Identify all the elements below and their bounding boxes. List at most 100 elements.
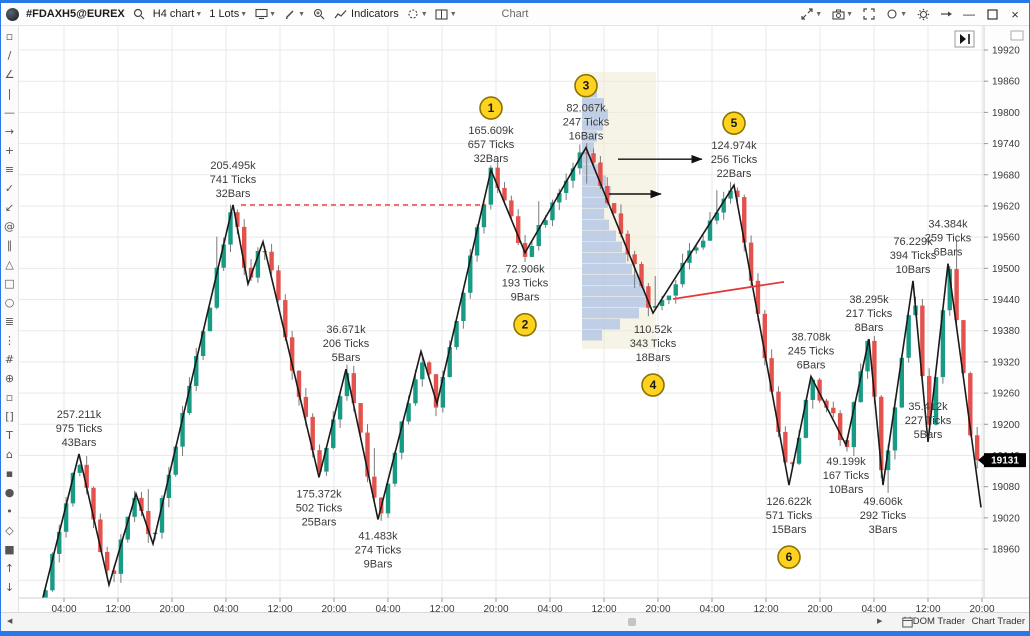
draw-tools-button[interactable]: ▼ xyxy=(283,7,305,21)
swing-label[interactable]: 657 Ticks xyxy=(468,139,515,151)
swing-label[interactable]: 32Bars xyxy=(474,153,509,165)
swing-label[interactable]: 43Bars xyxy=(62,437,97,449)
swing-label[interactable]: 32Bars xyxy=(216,188,251,200)
swing-label[interactable]: 38.708k xyxy=(791,331,831,343)
pin-tool-icon[interactable]: ⊕ xyxy=(4,372,15,385)
symbol-label[interactable]: #FDAXH5@EUREX xyxy=(26,8,125,20)
swing-label[interactable]: 571 Ticks xyxy=(766,510,813,522)
chart-area[interactable]: 257.211k 975 Ticks 43Bars 205.495k 741 Ticks… xyxy=(19,26,1029,615)
swing-marker-circle[interactable] xyxy=(722,111,746,135)
time-axis[interactable]: 04:00 12:00 20:00 04:00 12:00 20:00 04:00 12:00… xyxy=(19,597,1029,615)
brackets-tool-icon[interactable]: [] xyxy=(5,410,14,423)
swing-label[interactable]: 35.412k xyxy=(908,401,948,413)
swing-label[interactable]: 36.671k xyxy=(326,324,366,336)
swing-label[interactable]: 193 Ticks xyxy=(502,278,549,290)
swing-label[interactable]: 15Bars xyxy=(772,524,807,536)
swing-label[interactable]: 76.229k xyxy=(893,236,933,248)
swing-label[interactable]: 205.495k xyxy=(210,160,256,172)
swing-label[interactable]: 16Bars xyxy=(569,131,604,143)
swing-label[interactable]: 82.067k xyxy=(566,103,606,115)
ellipse-tool-icon[interactable]: ○ xyxy=(4,296,15,309)
chart-canvas[interactable]: 257.211k 975 Ticks 43Bars 205.495k 741 Ticks… xyxy=(19,26,1029,615)
swing-label[interactable]: 165.609k xyxy=(468,125,514,137)
trend-line-icon[interactable]: / xyxy=(7,49,12,62)
fullscreen-icon[interactable] xyxy=(862,7,876,21)
close-button[interactable]: × xyxy=(1011,6,1019,22)
swing-label[interactable]: 6Bars xyxy=(797,359,826,371)
swing-label[interactable]: 3Bars xyxy=(869,524,898,536)
fib-tool-icon[interactable]: @ xyxy=(4,220,15,233)
signal-tool-icon[interactable]: # xyxy=(4,353,15,366)
calendar-icon[interactable] xyxy=(902,616,913,628)
swing-label[interactable]: 217 Ticks xyxy=(846,308,893,320)
pin-icon[interactable] xyxy=(939,7,953,21)
indicators-button[interactable]: Indicators xyxy=(333,7,399,21)
swing-label[interactable]: 41.483k xyxy=(358,530,398,542)
settings-gear-icon[interactable] xyxy=(916,7,930,21)
swing-label[interactable]: 175.372k xyxy=(296,488,342,500)
polygon-tool-icon[interactable]: ⌂ xyxy=(6,448,13,461)
swing-label[interactable]: 18Bars xyxy=(636,352,671,364)
swing-label[interactable]: 975 Ticks xyxy=(56,423,103,435)
swing-label[interactable]: 206 Ticks xyxy=(323,338,370,350)
search-icon[interactable] xyxy=(132,7,146,21)
swing-label[interactable]: 49.606k xyxy=(863,496,903,508)
swing-label[interactable]: 245 Ticks xyxy=(788,345,835,357)
swing-label[interactable]: 34.384k xyxy=(928,219,968,231)
channel-tool-icon[interactable]: ∥ xyxy=(6,239,13,252)
scroll-right-arrow[interactable]: ▶ xyxy=(877,618,883,625)
swing-label[interactable]: 741 Ticks xyxy=(210,174,257,186)
zigzag-line[interactable] xyxy=(41,145,982,605)
swing-label[interactable]: 72.906k xyxy=(505,264,545,276)
scroll-left-arrow[interactable]: ◀ xyxy=(7,618,13,625)
swing-label[interactable]: 25Bars xyxy=(302,516,337,528)
swing-label[interactable]: 259 Ticks xyxy=(925,233,972,245)
swing-marker-circle[interactable] xyxy=(777,545,801,569)
scrollbar-thumb[interactable] xyxy=(628,618,636,626)
lots-select[interactable]: 1 Lots ▼ xyxy=(209,8,247,20)
callout-tool-icon[interactable]: ▪ xyxy=(5,467,14,480)
zoom-in-icon[interactable] xyxy=(312,7,326,21)
diamond-marker-tool-icon[interactable]: ◇ xyxy=(5,524,14,537)
popout-button[interactable]: ▼ xyxy=(800,7,822,21)
swing-label[interactable]: 343 Ticks xyxy=(630,338,677,350)
swing-label[interactable]: 256 Ticks xyxy=(711,154,758,166)
layout-button[interactable]: ▼ xyxy=(435,7,457,21)
swing-label[interactable]: 167 Ticks xyxy=(823,470,870,482)
screenshot-button[interactable]: ▼ xyxy=(831,7,853,21)
link-button[interactable]: ▼ xyxy=(885,7,907,21)
swing-marker-circle[interactable] xyxy=(513,312,537,337)
chart-trader-tab[interactable]: Chart Trader xyxy=(971,616,1025,627)
swing-marker-circle[interactable] xyxy=(574,73,598,98)
swing-label[interactable]: 394 Ticks xyxy=(890,250,937,262)
swing-label[interactable]: 5Bars xyxy=(332,352,361,364)
ray-tool-icon[interactable]: ✓ xyxy=(4,182,15,195)
swing-label[interactable]: 5Bars xyxy=(914,429,943,441)
swing-label[interactable]: 8Bars xyxy=(855,322,884,334)
blob-tool-icon[interactable]: ● xyxy=(4,486,15,499)
price-axis[interactable]: 19920 19860 19800 19740 19680 19620 19560 19500… xyxy=(978,26,1029,598)
arrow-up-marker-tool-icon[interactable]: ↑ xyxy=(4,562,15,575)
swing-marker-circle[interactable] xyxy=(641,373,665,397)
display-settings-button[interactable]: ▼ xyxy=(254,7,276,21)
red-trend-line[interactable] xyxy=(672,280,785,300)
triangle-tool-icon[interactable]: △ xyxy=(5,258,14,271)
swing-label[interactable]: 10Bars xyxy=(829,484,864,496)
swing-label[interactable]: 257.211k xyxy=(57,409,102,421)
text-tool-icon[interactable]: T xyxy=(6,429,13,442)
swing-label[interactable]: 22Bars xyxy=(717,168,752,180)
tick-bars-tool-icon[interactable]: ⋮ xyxy=(4,334,15,347)
swing-label[interactable]: 110.52k xyxy=(634,324,673,336)
arrow-down-marker-tool-icon[interactable]: ↓ xyxy=(4,581,15,594)
panel-maximize-icon[interactable] xyxy=(1010,30,1024,41)
angle-tool-icon[interactable]: ∠ xyxy=(4,68,15,81)
swing-label[interactable]: 38.295k xyxy=(849,294,889,306)
swing-label[interactable]: 247 Ticks xyxy=(563,117,610,129)
swing-label[interactable]: 124.974k xyxy=(711,140,757,152)
extended-line-icon[interactable]: ↙ xyxy=(4,201,15,214)
minimize-button[interactable]: — xyxy=(963,7,975,21)
horizontal-line-icon[interactable]: — xyxy=(4,106,15,119)
swing-label[interactable]: 274 Ticks xyxy=(355,544,402,556)
square-marker-tool-icon[interactable]: ■ xyxy=(4,543,15,556)
swing-label[interactable]: 6Bars xyxy=(934,247,963,259)
